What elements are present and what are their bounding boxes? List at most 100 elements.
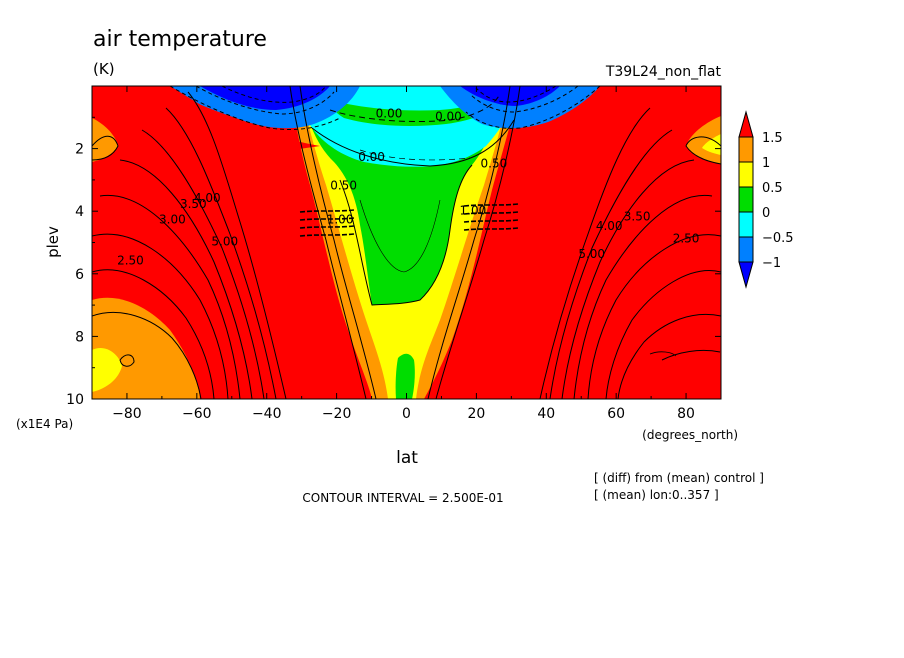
- contour-bands: [92, 86, 721, 399]
- contour-line: [299, 225, 355, 229]
- contour-line: [359, 149, 471, 161]
- contour-line: [92, 312, 202, 399]
- contour-line: [119, 354, 135, 367]
- colorbar-label: −0.5: [762, 231, 794, 246]
- contour-label: 4.00: [596, 219, 623, 233]
- contour-label: 0.50: [330, 178, 357, 192]
- colorbar-label: 0.5: [762, 181, 783, 196]
- x-tick-label: −60: [182, 406, 212, 422]
- contour-line: [463, 219, 519, 223]
- contour-label: 0.50: [481, 156, 508, 170]
- contour-line: [289, 86, 367, 399]
- contour-line: [92, 269, 215, 399]
- contour-line: [329, 93, 501, 123]
- x-axis-units: (degrees_north): [642, 428, 738, 442]
- contour-line: [359, 199, 441, 273]
- contour-line: [99, 194, 241, 399]
- contour-line: [617, 313, 721, 399]
- contour-line: [311, 119, 515, 167]
- band-yellow-top-right: [702, 134, 721, 155]
- contour-lines: [92, 86, 721, 399]
- contour-line: [299, 233, 355, 237]
- contour-label: 2.50: [117, 253, 144, 267]
- contour-line: [92, 233, 229, 399]
- contour-line: [463, 227, 519, 231]
- contour-line: [475, 86, 557, 103]
- y-tick-label: 10: [66, 392, 84, 408]
- contour-line: [463, 211, 519, 215]
- contour-line: [141, 129, 265, 399]
- x-tick-label: −80: [112, 406, 142, 422]
- colorbar-label: 1: [762, 156, 770, 171]
- band-orange-top-left: [92, 118, 118, 162]
- contour-label: 0.00: [358, 150, 385, 164]
- contour-label: 0.00: [435, 109, 462, 123]
- y-tick-label: 6: [75, 267, 84, 283]
- contour-line: [299, 86, 377, 399]
- contour-line: [92, 135, 119, 161]
- contour-line: [539, 107, 651, 399]
- band-orange-left: [92, 297, 200, 399]
- contour-line: [221, 86, 327, 103]
- contour-label: 1.00: [327, 213, 354, 227]
- colorbar-swatch: [738, 110, 754, 138]
- x-tick-label: 40: [537, 406, 555, 422]
- contour-line: [339, 164, 473, 306]
- y-axis-units: (x1E4 Pa): [16, 417, 73, 431]
- band-green-surface: [395, 353, 415, 399]
- colorbar-swatch: [738, 236, 754, 263]
- run-label: T39L24_non_flat: [605, 64, 722, 80]
- band-darkblue-left: [200, 86, 330, 110]
- x-tick-label: −40: [252, 406, 282, 422]
- x-axis-label: lat: [396, 448, 418, 468]
- contour-line: [435, 86, 521, 399]
- y-axis-label: plev: [44, 226, 62, 258]
- contour-label: 1.00: [460, 203, 487, 217]
- contour-line: [165, 107, 277, 399]
- y-tick-label: 8: [75, 329, 84, 345]
- contour-line: [187, 91, 287, 399]
- colorbar: 1.5 1 0.5 0 −0.5 −1: [738, 110, 794, 289]
- contour-line: [119, 159, 253, 399]
- contour-line: [573, 194, 713, 399]
- contour-line: [427, 86, 511, 399]
- x-tick-label: 0: [402, 406, 411, 422]
- chart-title: air temperature: [93, 27, 267, 52]
- contour-label: 2.50: [673, 232, 700, 246]
- x-tick-label: −20: [322, 406, 352, 422]
- contour-line: [649, 351, 677, 357]
- y-tick-label: 4: [75, 204, 84, 220]
- contour-label: 4.00: [194, 191, 221, 205]
- contour-label: 5.00: [578, 247, 605, 261]
- x-tick-label: 60: [607, 406, 625, 422]
- contour-labels: 0.00 0.000.000.500.501.001.003.003.504.00…: [117, 106, 699, 267]
- y-tick-label: 2: [75, 142, 84, 158]
- colorbar-swatch: [738, 211, 754, 238]
- contour-line: [685, 136, 721, 165]
- y-axis: 2 4 6 8 10: [66, 116, 721, 408]
- contour-line: [169, 86, 341, 131]
- colorbar-swatch: [738, 161, 754, 188]
- contour-label: 5.00: [211, 235, 238, 249]
- contour-label: 3.00: [159, 213, 186, 227]
- x-tick-label: 20: [467, 406, 485, 422]
- contour-line: [561, 159, 695, 399]
- x-axis: −80 −60 −40 −20 0 20 40 60 80: [91, 86, 722, 422]
- contour-label: 3.50: [624, 210, 651, 224]
- colorbar-swatch: [738, 186, 754, 213]
- colorbar-swatch: [738, 261, 754, 289]
- contour-line: [661, 349, 721, 361]
- colorbar-label: 1.5: [762, 131, 783, 146]
- x-tick-label: 80: [677, 406, 695, 422]
- band-red-top: [92, 86, 320, 150]
- contour-line: [549, 129, 673, 399]
- contour-interval: CONTOUR INTERVAL = 2.500E-01: [302, 491, 503, 505]
- contour-label: 0.00: [376, 106, 403, 120]
- plot-area: 0.00 0.000.000.500.501.001.003.003.504.00…: [92, 86, 721, 399]
- band-darkblue-right: [460, 86, 560, 106]
- chart-units: (K): [93, 60, 115, 78]
- colorbar-label: −1: [762, 256, 781, 271]
- colorbar-label: 0: [762, 206, 770, 221]
- contour-line: [299, 217, 355, 221]
